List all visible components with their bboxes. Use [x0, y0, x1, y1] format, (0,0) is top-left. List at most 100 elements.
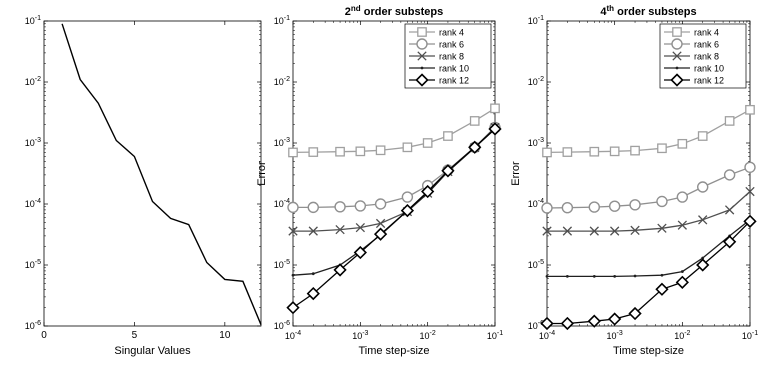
- data-point: [633, 274, 637, 278]
- data-point: [609, 146, 620, 157]
- series-rank-12: [286, 122, 502, 315]
- data-point: [744, 161, 756, 173]
- chart-title: 4th order substeps: [600, 4, 696, 18]
- series-rank-4: [288, 103, 500, 158]
- data-point: [745, 186, 755, 197]
- data-point: [541, 202, 553, 214]
- legend-entry: rank 10: [664, 64, 724, 74]
- data-point: [373, 227, 388, 241]
- legend-label: rank 10: [694, 64, 724, 74]
- data-point: [355, 222, 365, 233]
- series-rank-8: [542, 186, 755, 236]
- data-point: [441, 164, 455, 178]
- data-point: [629, 199, 641, 211]
- data-point: [355, 146, 366, 157]
- y-axis-label: Error: [510, 161, 522, 186]
- y-tick-label: 10-1: [528, 15, 544, 26]
- data-point: [560, 316, 575, 331]
- plot-area: [43, 20, 262, 327]
- data-point: [589, 226, 599, 236]
- series-line: [547, 220, 751, 325]
- y-tick-label: 10-4: [274, 198, 290, 209]
- data-point: [545, 275, 549, 278]
- data-point: [697, 131, 708, 141]
- legend-label: rank 8: [439, 52, 464, 62]
- x-tick-label: 10-1: [487, 330, 503, 341]
- data-point: [697, 181, 709, 193]
- y-tick-label: 10-1: [274, 15, 290, 26]
- y-tick-label: 10-2: [25, 76, 41, 87]
- legend-marker: [672, 27, 682, 37]
- legend-label: rank 4: [439, 28, 464, 38]
- legend-label: rank 6: [694, 40, 719, 50]
- x-tick-label: 10-3: [607, 330, 623, 341]
- chart-title: 2nd order substeps: [345, 4, 443, 18]
- legend-entry: rank 10: [409, 64, 469, 74]
- legend-marker: [672, 51, 682, 61]
- data-point: [311, 272, 315, 276]
- y-tick-label: 10-2: [528, 76, 544, 87]
- x-axis-label: Singular Values: [114, 345, 191, 357]
- data-point: [374, 198, 387, 210]
- x-tick-label: 10-4: [285, 330, 301, 341]
- chart-panel-3: 10-6 10-5 10-4 10-3 10-2 10-1 10-4 10-3 10-2 10-1…: [510, 4, 758, 357]
- data-point: [592, 275, 596, 278]
- data-point: [562, 147, 573, 157]
- legend: rank 4 rank 6 rank 8 rank 10 rank 12: [404, 23, 492, 89]
- data-point: [608, 312, 622, 326]
- chart-panel-2: 10-6 10-5 10-4 10-3 10-2 10-1 10-4 10-3 10-2 10-1…: [256, 4, 503, 357]
- data-point: [677, 220, 687, 230]
- legend-label: rank 10: [439, 64, 469, 74]
- legend-label: rank 4: [694, 28, 719, 38]
- legend-label: rank 6: [439, 40, 464, 50]
- legend-marker: [417, 27, 427, 37]
- series-line: [547, 191, 751, 232]
- x-tick-label: 0: [41, 330, 47, 341]
- data-point: [696, 258, 710, 272]
- data-point: [375, 145, 386, 156]
- y-tick-label: 10-1: [25, 15, 41, 26]
- data-point: [333, 263, 347, 277]
- legend: rank 4 rank 6 rank 8 rank 10 rank 12: [659, 23, 747, 89]
- data-point: [307, 201, 319, 214]
- data-point: [401, 191, 414, 203]
- y-tick-label: 10-2: [274, 76, 290, 87]
- data-point: [488, 122, 502, 136]
- legend-marker: [416, 38, 428, 50]
- legend-entry: rank 6: [409, 38, 464, 50]
- series-line: [292, 107, 496, 154]
- data-point: [657, 223, 667, 233]
- data-point: [468, 140, 482, 154]
- data-point: [589, 146, 600, 157]
- x-tick-label: 5: [132, 330, 138, 341]
- data-point: [723, 169, 736, 181]
- data-point: [561, 201, 574, 214]
- legend-label: rank 8: [694, 52, 719, 62]
- legend-entry: rank 8: [664, 51, 719, 62]
- data-point: [540, 316, 554, 331]
- data-point: [287, 201, 299, 214]
- legend-entry: rank 6: [664, 38, 719, 50]
- data-point: [288, 226, 298, 236]
- legend-marker: [415, 73, 429, 87]
- y-tick-label: 10-3: [528, 137, 544, 148]
- data-point: [587, 314, 601, 328]
- data-point: [660, 273, 664, 277]
- data-point: [306, 286, 320, 301]
- legend-label: rank 12: [439, 76, 469, 86]
- data-point: [745, 104, 755, 115]
- series-rank-4: [542, 104, 755, 158]
- x-tick-label: 10-1: [742, 330, 758, 341]
- data-point: [677, 138, 688, 149]
- data-point: [613, 275, 617, 278]
- data-point: [334, 201, 346, 213]
- data-point: [588, 201, 600, 213]
- data-point: [308, 226, 318, 236]
- legend-entry: rank 12: [664, 73, 724, 87]
- legend-marker: [417, 51, 427, 61]
- data-point: [353, 245, 367, 260]
- series-line: [292, 128, 496, 309]
- x-axis-label: Time step-size: [358, 345, 429, 357]
- legend-entry: rank 4: [409, 27, 464, 38]
